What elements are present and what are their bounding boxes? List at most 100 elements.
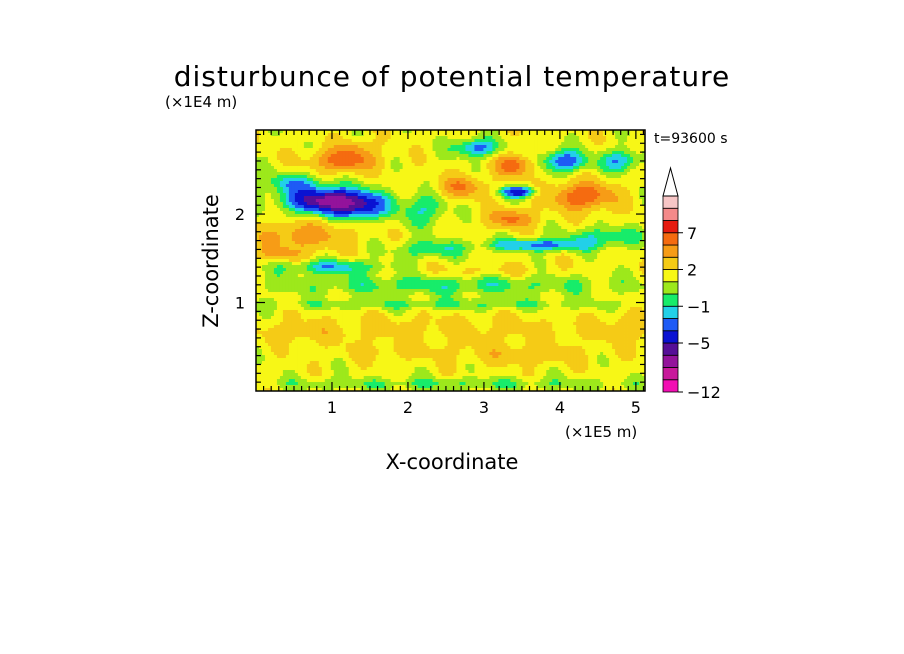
contour-cell (426, 241, 430, 245)
contour-cell (504, 199, 508, 203)
contour-cell (270, 172, 275, 176)
contour-cell (492, 199, 496, 203)
contour-cell (573, 148, 577, 152)
contour-cell (375, 187, 380, 191)
contour-cell (285, 175, 290, 179)
contour-cell (528, 148, 532, 152)
contour-cell (336, 133, 341, 137)
contour-cell (600, 181, 604, 185)
contour-cell (567, 190, 571, 194)
contour-cell (483, 181, 487, 185)
contour-cell (327, 217, 332, 221)
contour-cell (327, 196, 332, 200)
contour-cell (642, 199, 646, 203)
contour-cell (297, 187, 302, 191)
contour-cell (396, 226, 401, 230)
contour-cell (522, 238, 526, 242)
contour-cell (498, 142, 502, 146)
contour-cell (297, 223, 302, 227)
contour-cell (294, 154, 299, 158)
contour-cell (348, 241, 353, 245)
contour-cell (615, 160, 619, 164)
contour-cell (537, 217, 541, 221)
contour-cell (414, 202, 418, 206)
contour-cell (450, 232, 454, 236)
contour-cell (321, 232, 326, 236)
contour-cell (423, 187, 427, 191)
contour-cell (423, 211, 427, 215)
contour-cell (318, 175, 323, 179)
contour-cell (414, 220, 418, 224)
contour-cell (372, 190, 377, 194)
contour-cell (606, 148, 610, 152)
contour-cell (564, 205, 568, 209)
contour-cell (423, 202, 427, 206)
contour-cell (411, 202, 415, 206)
contour-cell (345, 226, 350, 230)
contour-cell (486, 136, 490, 140)
contour-cell (573, 199, 577, 203)
contour-cell (267, 163, 272, 167)
contour-cell (411, 229, 415, 233)
contour-cell (282, 220, 287, 224)
contour-cell (261, 157, 266, 161)
contour-cell (630, 175, 634, 179)
contour-cell (543, 232, 547, 236)
contour-cell (591, 181, 595, 185)
contour-cell (357, 193, 362, 197)
contour-cell (297, 175, 302, 179)
contour-cell (336, 220, 341, 224)
contour-cell (291, 139, 296, 143)
contour-cell (342, 133, 347, 137)
contour-cell (624, 178, 628, 182)
contour-cell (606, 130, 610, 134)
contour-cell (522, 136, 526, 140)
contour-cell (513, 148, 517, 152)
contour-cell (561, 154, 565, 158)
contour-cell (366, 202, 371, 206)
contour-cell (489, 151, 493, 155)
contour-cell (636, 130, 640, 134)
contour-cell (297, 208, 302, 212)
contour-cell (531, 184, 535, 188)
contour-cell (543, 148, 547, 152)
contour-cell (519, 220, 523, 224)
contour-cell (516, 148, 520, 152)
contour-cell (315, 172, 320, 176)
contour-cell (609, 235, 613, 239)
contour-cell (495, 151, 499, 155)
contour-cell (375, 208, 380, 212)
contour-cell (579, 241, 583, 245)
contour-cell (465, 214, 469, 218)
contour-cell (330, 139, 335, 143)
contour-cell (630, 235, 634, 239)
contour-cell (309, 223, 314, 227)
contour-cell (336, 235, 341, 239)
contour-cell (261, 193, 266, 197)
contour-cell (456, 163, 460, 167)
contour-cell (597, 217, 601, 221)
contour-cell (621, 175, 625, 179)
contour-cell (570, 139, 574, 143)
contour-cell (621, 157, 625, 161)
contour-cell (600, 154, 604, 158)
contour-cell (462, 238, 466, 242)
contour-cell (387, 136, 392, 140)
contour-cell (375, 139, 380, 143)
contour-cell (333, 163, 338, 167)
contour-cell (492, 193, 496, 197)
contour-cell (321, 154, 326, 158)
contour-cell (279, 214, 284, 218)
contour-cell (267, 187, 272, 191)
contour-cell (261, 205, 266, 209)
contour-cell (630, 157, 634, 161)
contour-cell (261, 145, 266, 149)
contour-cell (498, 238, 502, 242)
contour-cell (594, 226, 598, 230)
contour-cell (558, 199, 562, 203)
contour-cell (363, 181, 368, 185)
contour-cell (399, 223, 404, 227)
contour-cell (363, 133, 368, 137)
contour-cell (441, 184, 445, 188)
